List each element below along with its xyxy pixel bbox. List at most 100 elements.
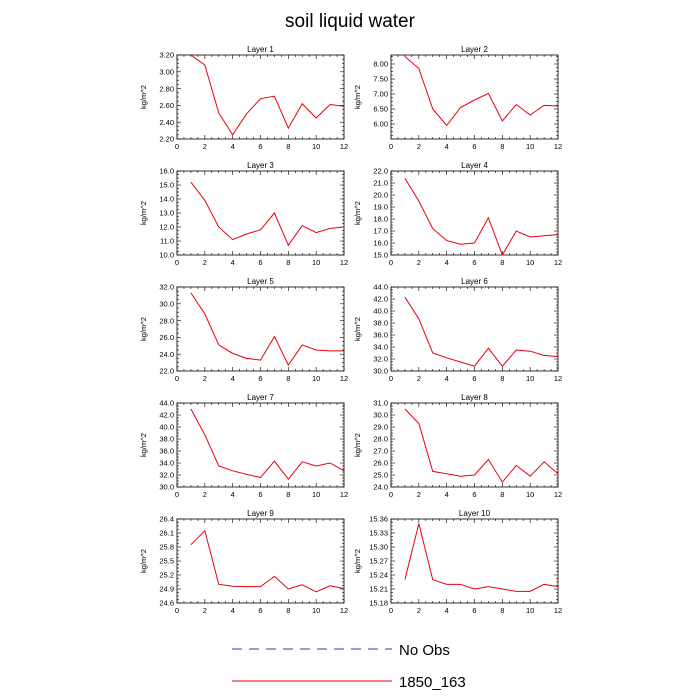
y-tick-label: 15.0 bbox=[159, 181, 174, 190]
x-tick-label: 0 bbox=[389, 258, 393, 267]
plot-frame-layer-1 bbox=[176, 54, 345, 140]
x-tick-label: 6 bbox=[472, 258, 476, 267]
x-tick-label: 2 bbox=[417, 606, 421, 615]
y-tick-label: 44.0 bbox=[159, 399, 174, 408]
y-axis-label-layer-7: kg/m^2 bbox=[139, 433, 148, 457]
panel-title-layer-7: Layer 7 bbox=[247, 393, 274, 402]
x-tick-label: 6 bbox=[258, 374, 262, 383]
x-tick-label: 0 bbox=[389, 490, 393, 499]
x-tick-label: 8 bbox=[500, 374, 504, 383]
y-tick-label: 10.0 bbox=[159, 251, 174, 260]
y-tick-label: 7.00 bbox=[373, 90, 388, 99]
y-tick-label: 2.80 bbox=[159, 84, 174, 93]
panel-title-layer-3: Layer 3 bbox=[247, 161, 274, 170]
series-line-1850-163-layer-3 bbox=[190, 181, 344, 247]
panel-title-layer-6: Layer 6 bbox=[461, 277, 488, 286]
x-tick-label: 6 bbox=[258, 606, 262, 615]
panel-title-layer-8: Layer 8 bbox=[461, 393, 488, 402]
y-tick-label: 19.0 bbox=[373, 203, 388, 212]
y-tick-label: 25.5 bbox=[159, 557, 174, 566]
x-tick-label: 0 bbox=[389, 606, 393, 615]
x-tick-label: 8 bbox=[500, 258, 504, 267]
y-tick-label: 15.27 bbox=[369, 557, 388, 566]
x-tick-label: 8 bbox=[286, 606, 290, 615]
y-tick-label: 12.0 bbox=[159, 223, 174, 232]
panel-layer-2: Layer 2 kg/m^2 0 2 4 6 8 10 12 6.00 6.50 7.00 7.50 8.… bbox=[353, 45, 562, 151]
y-tick-label: 34.0 bbox=[159, 459, 174, 468]
x-tick-label: 2 bbox=[417, 374, 421, 383]
y-tick-label: 38.0 bbox=[373, 319, 388, 328]
x-tick-label: 10 bbox=[312, 606, 320, 615]
y-tick-label: 25.2 bbox=[159, 571, 174, 580]
y-tick-label: 20.0 bbox=[373, 191, 388, 200]
y-tick-label: 21.0 bbox=[373, 179, 388, 188]
x-tick-label: 2 bbox=[203, 142, 207, 151]
x-tick-label: 4 bbox=[231, 490, 235, 499]
x-tick-label: 0 bbox=[175, 490, 179, 499]
series-line-1850-163-layer-8 bbox=[404, 408, 558, 484]
x-tick-label: 0 bbox=[175, 258, 179, 267]
y-axis-label-layer-10: kg/m^2 bbox=[353, 549, 362, 573]
y-tick-label: 25.0 bbox=[373, 471, 388, 480]
legend-label-1850-163: 1850_163 bbox=[399, 674, 466, 691]
y-tick-label: 6.00 bbox=[373, 120, 388, 129]
panel-layer-9: Layer 9 kg/m^2 0 2 4 6 8 10 12 24.6 24.9 25.2 25.5 25… bbox=[139, 509, 348, 615]
plot-frame-layer-2 bbox=[390, 54, 559, 140]
y-tick-label: 15.36 bbox=[369, 515, 388, 524]
series-line-1850-163-layer-4 bbox=[404, 177, 558, 255]
series-line-1850-163-layer-10 bbox=[404, 523, 558, 592]
y-axis-label-layer-2: kg/m^2 bbox=[353, 85, 362, 109]
panel-layer-4: Layer 4 kg/m^2 0 2 4 6 8 10 12 15.0 16.0 17.0 18.0 19… bbox=[353, 161, 562, 267]
x-tick-label: 4 bbox=[445, 374, 449, 383]
panel-layer-10: Layer 10 kg/m^2 0 2 4 6 8 10 12 15.18 15.21 15.24 15… bbox=[353, 509, 562, 615]
x-tick-label: 4 bbox=[445, 606, 449, 615]
x-tick-label: 10 bbox=[312, 142, 320, 151]
y-axis-label-layer-8: kg/m^2 bbox=[353, 433, 362, 457]
y-tick-label: 32.0 bbox=[159, 471, 174, 480]
chart-legend: No Obs 1850_163 bbox=[232, 642, 466, 691]
x-tick-label: 0 bbox=[175, 374, 179, 383]
x-tick-label: 4 bbox=[231, 374, 235, 383]
x-tick-label: 6 bbox=[472, 142, 476, 151]
plot-frame-layer-3 bbox=[176, 170, 345, 256]
x-tick-label: 6 bbox=[258, 258, 262, 267]
y-tick-label: 38.0 bbox=[159, 435, 174, 444]
y-tick-label: 15.21 bbox=[369, 585, 388, 594]
x-tick-label: 8 bbox=[500, 142, 504, 151]
x-tick-label: 12 bbox=[554, 258, 562, 267]
x-tick-label: 8 bbox=[286, 258, 290, 267]
y-tick-label: 17.0 bbox=[373, 227, 388, 236]
x-tick-label: 8 bbox=[286, 142, 290, 151]
y-tick-label: 24.9 bbox=[159, 585, 174, 594]
x-tick-label: 10 bbox=[312, 374, 320, 383]
y-tick-label: 36.0 bbox=[373, 331, 388, 340]
y-tick-label: 31.0 bbox=[373, 399, 388, 408]
plot-frame-layer-5 bbox=[176, 286, 345, 372]
series-line-1850-163-layer-7 bbox=[190, 408, 344, 481]
x-tick-label: 10 bbox=[526, 490, 534, 499]
x-tick-label: 12 bbox=[554, 142, 562, 151]
y-tick-label: 26.1 bbox=[159, 529, 174, 538]
legend-label-no-obs: No Obs bbox=[399, 642, 450, 659]
x-tick-label: 12 bbox=[340, 258, 348, 267]
y-tick-label: 22.0 bbox=[159, 367, 174, 376]
y-tick-label: 26.0 bbox=[373, 459, 388, 468]
y-tick-label: 28.0 bbox=[159, 316, 174, 325]
x-tick-label: 8 bbox=[286, 374, 290, 383]
x-tick-label: 8 bbox=[286, 490, 290, 499]
x-tick-label: 2 bbox=[203, 490, 207, 499]
y-tick-label: 3.00 bbox=[159, 68, 174, 77]
y-tick-label: 24.0 bbox=[159, 350, 174, 359]
y-tick-label: 25.8 bbox=[159, 543, 174, 552]
y-tick-label: 30.0 bbox=[373, 367, 388, 376]
x-tick-label: 10 bbox=[526, 606, 534, 615]
x-tick-label: 0 bbox=[175, 142, 179, 151]
y-tick-label: 26.0 bbox=[159, 333, 174, 342]
x-tick-label: 6 bbox=[258, 142, 262, 151]
figure-title: soil liquid water bbox=[285, 11, 416, 32]
x-tick-label: 8 bbox=[500, 606, 504, 615]
y-tick-label: 14.0 bbox=[159, 195, 174, 204]
panel-layer-8: Layer 8 kg/m^2 0 2 4 6 8 10 12 24.0 25.0 26.0 27.0 28… bbox=[353, 393, 562, 499]
y-tick-label: 18.0 bbox=[373, 215, 388, 224]
